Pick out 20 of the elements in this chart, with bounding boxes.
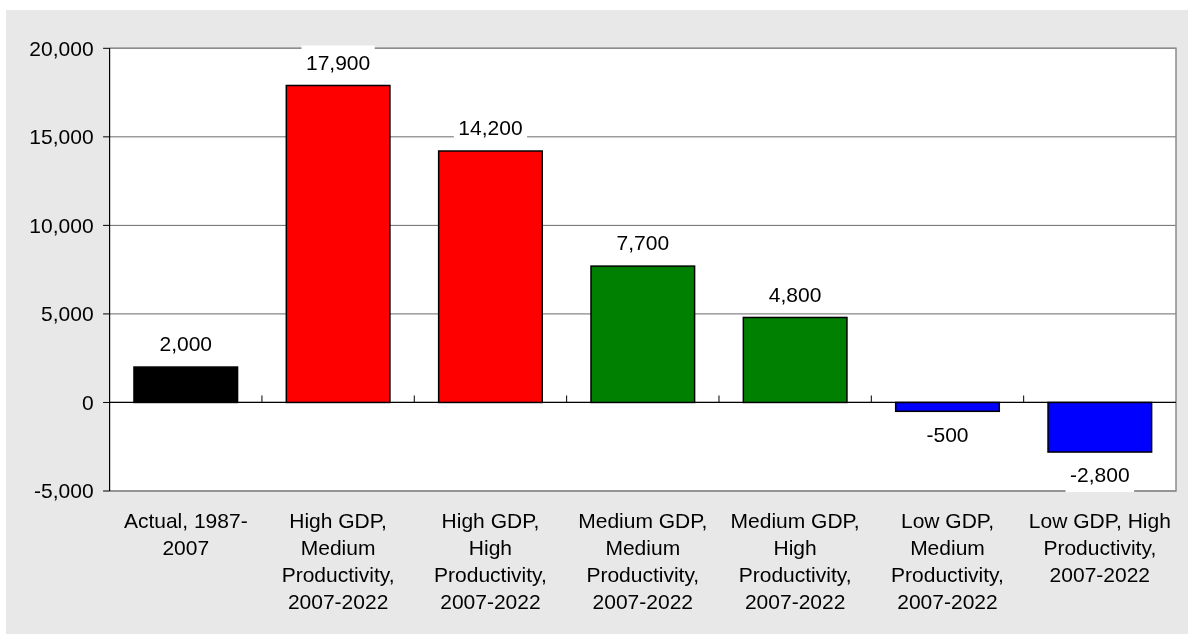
x-tick-label: Low GDP, High Productivity, 2007-2022 (1028, 509, 1171, 587)
data-label: 7,700 (616, 231, 670, 255)
data-label: 4,800 (768, 282, 822, 306)
y-tick-label: 20,000 (29, 36, 94, 60)
y-tick-label: 10,000 (29, 213, 94, 237)
data-label: 14,200 (458, 116, 523, 140)
data-label: -500 (926, 422, 969, 446)
y-tick-label: -5,000 (34, 479, 94, 503)
data-label: 17,900 (306, 50, 371, 74)
data-label: 2,000 (159, 332, 213, 356)
x-tick-label: High GDP, High Productivity, 2007-2022 (434, 509, 547, 614)
data-label: -2,800 (1070, 463, 1130, 487)
x-tick-label: Medium GDP, Medium Productivity, 2007-2022 (578, 509, 708, 614)
x-tick-label: Medium GDP, High Productivity, 2007-2022 (730, 509, 860, 614)
x-tick-label: Actual, 1987-2007 (123, 509, 248, 560)
x-tick-label: Low GDP, Medium Productivity, 2007-2022 (891, 509, 1004, 614)
y-tick-label: 0 (81, 390, 94, 414)
x-tick-label: High GDP, Medium Productivity, 2007-2022 (281, 509, 395, 614)
y-tick-label: 15,000 (29, 125, 94, 149)
y-tick-label: 5,000 (41, 302, 94, 326)
